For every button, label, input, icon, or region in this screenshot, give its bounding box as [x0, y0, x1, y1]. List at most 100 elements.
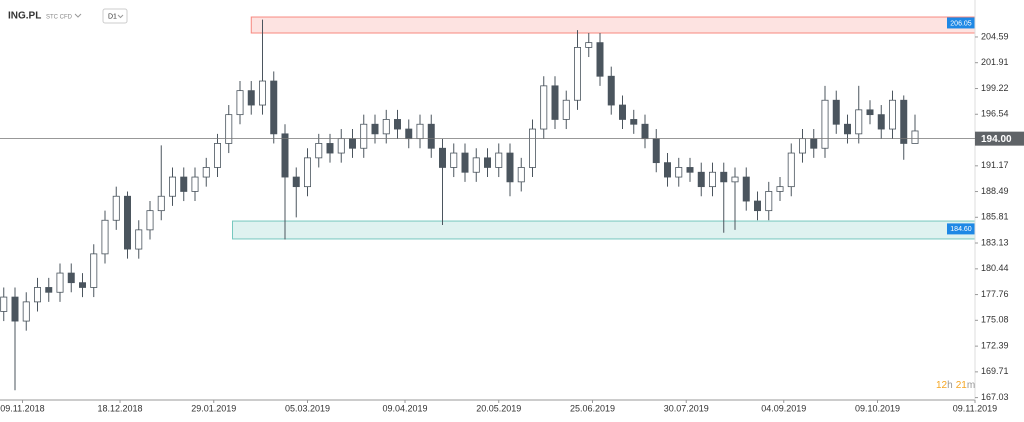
candle-body: [371, 123, 379, 135]
candle-body: [619, 104, 626, 120]
candle-body: [337, 138, 345, 154]
candle-body: [754, 200, 761, 212]
y-tick-label: 175.08: [981, 315, 1009, 325]
candle-body: [866, 109, 874, 116]
y-tick-label: 180.44: [981, 263, 1009, 273]
candle-body: [607, 75, 615, 106]
candle-body: [22, 301, 30, 322]
candle-body: [382, 119, 390, 135]
y-tick-label: 172.39: [981, 341, 1009, 351]
candle-body: [67, 272, 75, 284]
zone-level-label: 184.60: [950, 226, 972, 233]
candle-body: [135, 229, 143, 250]
candle-body: [596, 42, 604, 77]
x-tick-label: 29.01.2019: [191, 403, 236, 413]
candle-body: [214, 143, 221, 168]
candle-body: [832, 99, 840, 125]
symbol[interactable]: ING.PL: [8, 11, 41, 22]
y-tick-label: 196.54: [981, 109, 1009, 119]
candle-body: [911, 130, 919, 144]
candle-body: [326, 143, 334, 154]
zone-level-box: [947, 17, 975, 29]
x-tick-label: 30.07.2019: [664, 403, 709, 413]
candle-body: [281, 133, 289, 178]
candle-countdown: 12h 21m: [936, 380, 975, 391]
candle-body: [247, 90, 255, 106]
candle-body: [180, 176, 188, 192]
candle-body: [157, 195, 165, 212]
axes: 204.59 201.91 199.22 196.54 191.17 188.49 185.…: [0, 31, 1024, 413]
candle-body: [574, 47, 581, 101]
candle-body: [810, 138, 818, 149]
countdown-m: m: [967, 380, 975, 391]
zone-level-label: 206.05: [950, 20, 972, 27]
x-tick-label: 18.12.2018: [97, 403, 142, 413]
candle-body: [112, 195, 120, 221]
y-tick-label: 167.03: [981, 392, 1009, 402]
candle-body: [11, 296, 19, 322]
y-tick-label: 185.81: [981, 212, 1009, 222]
candle-body: [517, 167, 525, 183]
y-tick-label: 201.91: [981, 57, 1009, 67]
x-tick-label: 05.03.2019: [285, 403, 330, 413]
candle-body: [686, 167, 694, 173]
interval[interactable]: D1: [108, 13, 117, 20]
candle-body: [900, 99, 908, 144]
candle-body: [45, 287, 53, 293]
candle-body: [259, 80, 266, 106]
candle-body: [124, 195, 131, 250]
x-tick-label: 09.11.2018: [0, 403, 44, 413]
countdown-hours: 12: [936, 380, 948, 391]
candle-body: [551, 85, 559, 120]
zone: [250, 16, 976, 34]
candle-body: [506, 152, 514, 183]
y-tick-label: 183.13: [981, 237, 1009, 247]
candle-body: [34, 287, 41, 303]
candle-body: [855, 109, 863, 135]
candle-body: [877, 114, 885, 130]
y-tick-label: 204.59: [981, 31, 1009, 41]
candle-body: [776, 186, 784, 192]
interval-button[interactable]: [102, 8, 128, 24]
candle-body: [742, 176, 750, 202]
candle-body: [889, 99, 896, 130]
candle-body: [787, 152, 795, 188]
candle-body: [360, 123, 368, 149]
candle-body: [641, 123, 649, 140]
candle-body: [630, 119, 638, 125]
candle-body: [202, 167, 210, 178]
candle-body: [844, 123, 851, 135]
candle-body: [675, 167, 683, 178]
x-tick-label: 09.11.2019: [953, 403, 997, 413]
candle-body: [529, 128, 536, 168]
candle-body: [450, 152, 458, 168]
candle-body: [146, 210, 154, 231]
candle-body: [270, 80, 278, 135]
interval-dropdown[interactable]: [117, 14, 124, 19]
countdown-h: h: [947, 380, 953, 391]
candle-body: [709, 171, 716, 188]
y-tick-label: 169.71: [981, 366, 1009, 376]
candle-body: [225, 114, 233, 144]
candle-body: [461, 152, 469, 173]
candle-body: [79, 282, 86, 288]
symbol-dropdown[interactable]: [74, 13, 82, 18]
countdown-minutes: 21: [956, 380, 968, 391]
candle-body: [821, 99, 829, 149]
x-tick-label: 20.05.2019: [476, 403, 521, 413]
candle-body: [236, 90, 244, 116]
zone: [232, 220, 976, 240]
x-tick-label: 09.04.2019: [382, 403, 427, 413]
candle-body: [405, 128, 413, 140]
candle-body: [0, 296, 8, 312]
y-tick-label: 199.22: [981, 83, 1009, 93]
zones: 206.05 184.60: [232, 16, 976, 240]
x-tick-label: 25.06.2019: [570, 403, 615, 413]
current-price-label: 194.00: [981, 134, 1012, 145]
candle-body: [169, 176, 176, 197]
candle-body: [540, 85, 548, 130]
x-tick-label: 04.09.2019: [761, 403, 806, 413]
candle-body: [484, 157, 491, 168]
candle-body: [472, 157, 480, 173]
